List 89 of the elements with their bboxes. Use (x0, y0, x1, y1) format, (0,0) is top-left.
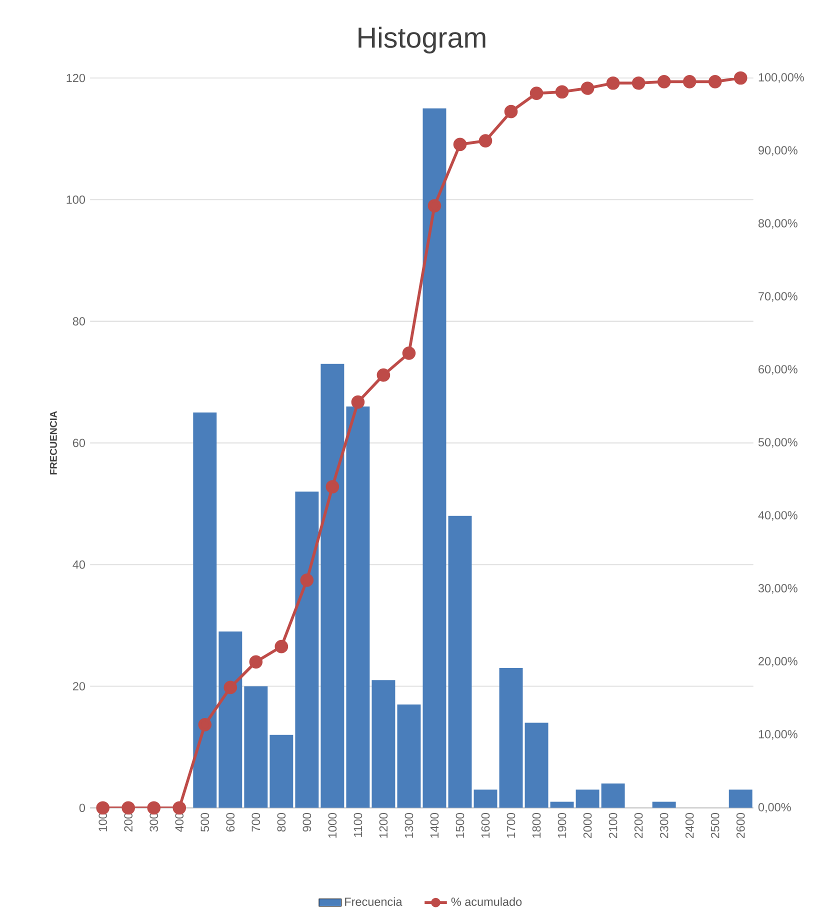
y-tick-label: 120 (67, 74, 86, 82)
x-tick-label: 2600 (736, 812, 746, 838)
point (581, 82, 594, 95)
point (556, 85, 569, 99)
x-tick-label: 1800 (532, 812, 541, 838)
x-tick-label: 1700 (507, 812, 516, 838)
bar (372, 680, 396, 808)
bar (423, 108, 446, 808)
legend-label: % acumulado (452, 897, 522, 906)
bar (397, 704, 421, 808)
point (250, 655, 263, 669)
x-tick-label: 1000 (328, 812, 337, 838)
x-tick-label: 1100 (354, 812, 362, 837)
x-tick-label: 2200 (634, 812, 643, 838)
y-tick-label: 40 (72, 560, 86, 569)
point (606, 76, 620, 90)
point (122, 801, 136, 815)
x-tick-label: 2500 (711, 812, 720, 838)
x-tick-label: 600 (226, 812, 235, 832)
x-tick-label: 2300 (660, 812, 668, 838)
y2-tick-label: 10,00% (759, 730, 798, 740)
y-tick-label: 100 (67, 195, 86, 204)
x-tick-label: 2400 (686, 812, 694, 838)
chart-title: Histogram (358, 26, 486, 54)
point (428, 199, 442, 212)
y-tick-label: 0 (80, 804, 86, 812)
y-tick-label: 80 (73, 317, 86, 326)
bar (295, 492, 319, 808)
point (96, 801, 110, 815)
point (377, 368, 390, 382)
bar (602, 784, 626, 808)
point (224, 680, 238, 694)
x-tick-label: 1300 (405, 812, 414, 838)
bar (525, 722, 549, 808)
x-tick-label: 1200 (380, 812, 388, 838)
y-tick-label: 20 (73, 682, 86, 690)
bar (346, 406, 370, 808)
point (479, 134, 492, 148)
point (658, 75, 671, 88)
x-tick-label: 900 (303, 812, 312, 832)
x-tick-label: 800 (278, 812, 286, 832)
point (683, 75, 696, 88)
bar (270, 734, 294, 808)
y2-tick-label: 70,00% (758, 292, 798, 302)
point (632, 76, 646, 90)
x-tick-label: 2100 (609, 812, 618, 838)
point (172, 801, 186, 815)
y2-tick-label: 100,00% (759, 73, 804, 83)
point (530, 86, 544, 100)
bar (474, 790, 498, 808)
point (326, 480, 340, 494)
x-tick-label: 1900 (558, 812, 566, 838)
bar (576, 790, 600, 808)
point (734, 71, 748, 85)
point (275, 640, 288, 654)
y2-tick-label: 40,00% (758, 511, 798, 521)
y2-tick-label: 50,00% (758, 438, 798, 448)
point (198, 718, 212, 732)
x-tick-label: 1400 (430, 812, 439, 838)
x-tick-label: 2000 (584, 812, 592, 838)
point (708, 75, 722, 88)
bar (729, 790, 753, 808)
point (402, 346, 416, 360)
y2-tick-label: 30,00% (758, 584, 798, 594)
point (300, 574, 314, 587)
x-tick-label: 500 (200, 812, 210, 832)
bar (218, 631, 242, 808)
bar (193, 412, 217, 808)
y2-tick-label: 0,00% (758, 803, 792, 813)
x-tick-label: 1500 (456, 812, 464, 838)
legend-label: Frecuencia (345, 897, 403, 906)
y2-tick-label: 60,00% (758, 365, 798, 375)
point (352, 395, 365, 409)
x-tick-label: 1600 (482, 812, 490, 838)
y2-tick-label: 20,00% (758, 657, 798, 667)
y-axis-title: FRECUENCIA (50, 411, 58, 474)
bar (448, 516, 472, 808)
point (454, 138, 467, 152)
bar (652, 802, 676, 808)
bar (500, 668, 524, 808)
bar (244, 686, 268, 808)
point (504, 104, 518, 118)
y2-tick-label: 80,00% (758, 219, 798, 229)
bar (550, 802, 574, 808)
x-tick-label: 700 (252, 812, 260, 832)
y-tick-label: 60 (73, 438, 86, 448)
bar (320, 364, 344, 808)
y2-tick-label: 90,00% (758, 146, 798, 156)
point (147, 801, 161, 815)
